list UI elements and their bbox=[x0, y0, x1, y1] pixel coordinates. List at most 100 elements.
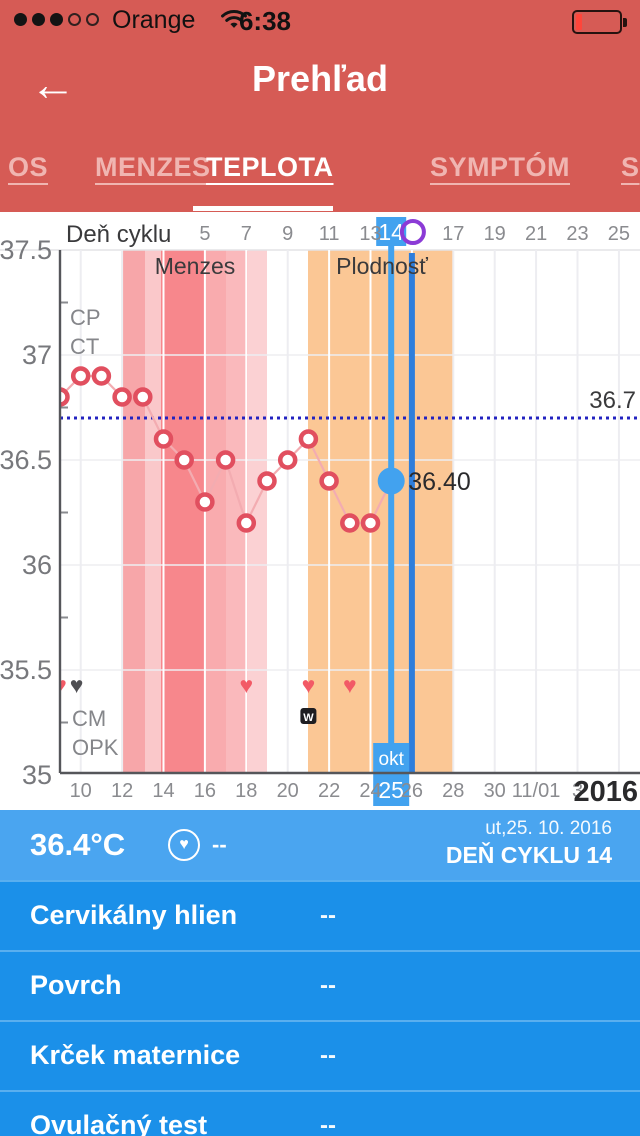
signal-dot bbox=[32, 13, 45, 26]
summary-cycle-day: DEŇ CYKLU 14 bbox=[445, 842, 612, 868]
temp-point[interactable] bbox=[319, 471, 339, 491]
intimacy-heart-icon: ♥ bbox=[239, 672, 253, 698]
today-line bbox=[408, 253, 415, 773]
signal-dot bbox=[14, 13, 27, 26]
svg-text:W: W bbox=[303, 712, 314, 724]
cycle-day-label: 19 bbox=[484, 223, 506, 245]
temp-point[interactable] bbox=[360, 513, 381, 533]
cycle-day-label: 17 bbox=[442, 223, 464, 245]
detail-row[interactable]: Cervikálny hlien -- bbox=[0, 880, 640, 950]
temp-point[interactable] bbox=[133, 387, 153, 407]
y-tick-label: 36.5 bbox=[0, 445, 52, 475]
x-axis-title: Deň cyklu bbox=[66, 221, 171, 248]
year-label: 2016 bbox=[573, 776, 638, 808]
temp-point[interactable] bbox=[195, 492, 215, 512]
summary-date: ut,25. 10. 2016 bbox=[485, 818, 612, 839]
tab-symptóm[interactable]: SYMPTÓM bbox=[430, 152, 571, 182]
tab-teplota[interactable]: TEPLOTA bbox=[206, 152, 334, 182]
selected-cycle-day-label: 14 bbox=[378, 219, 404, 245]
temp-point[interactable] bbox=[215, 450, 236, 470]
detail-row-value: -- bbox=[320, 1042, 336, 1069]
menses-band-segment bbox=[226, 250, 248, 773]
intimacy-heart-icon: ♥ bbox=[343, 672, 357, 698]
tab-os[interactable]: OS bbox=[8, 152, 49, 182]
date-label: 30 bbox=[484, 780, 506, 802]
temp-point[interactable] bbox=[91, 366, 112, 386]
coverline-value-label: 36.7 bbox=[589, 387, 636, 414]
date-label: 22 bbox=[318, 780, 340, 802]
menses-band-segment bbox=[248, 250, 267, 773]
row-label-cp: CP bbox=[70, 305, 101, 330]
temp-point[interactable] bbox=[112, 387, 132, 407]
menses-band-label: Menzes bbox=[155, 253, 236, 279]
date-label: 10 bbox=[70, 780, 92, 802]
temp-point[interactable] bbox=[298, 429, 319, 449]
intimacy-heart-icon: ♥ bbox=[302, 672, 316, 698]
heart-value: -- bbox=[212, 832, 227, 857]
intimacy-heart-icon: ♥ bbox=[53, 672, 67, 698]
cycle-day-label: 13 bbox=[359, 223, 381, 245]
y-tick-label: 35.5 bbox=[0, 655, 52, 685]
detail-row[interactable]: Povrch -- bbox=[0, 950, 640, 1020]
cycle-day-label: 5 bbox=[199, 223, 210, 245]
temp-point[interactable] bbox=[277, 450, 298, 470]
date-label: 26 bbox=[401, 780, 423, 802]
tab-s[interactable]: S bbox=[621, 152, 640, 182]
wifi-icon bbox=[220, 8, 248, 35]
detail-row-value: -- bbox=[320, 902, 336, 929]
y-tick-label: 36 bbox=[22, 550, 52, 580]
cycle-day-label: 23 bbox=[566, 223, 588, 245]
detail-row-label: Cervikálny hlien bbox=[30, 900, 238, 930]
y-tick-label: 37 bbox=[22, 340, 52, 370]
y-tick-label: 37.5 bbox=[0, 235, 52, 265]
carrier-label: Orange bbox=[112, 6, 196, 34]
back-arrow-icon[interactable]: ← bbox=[30, 58, 76, 110]
selected-temp-value: 36.40 bbox=[408, 468, 471, 496]
selected-temp-point[interactable] bbox=[377, 467, 405, 495]
detail-row[interactable]: Ovulačný test -- bbox=[0, 1090, 640, 1136]
battery-fill bbox=[576, 14, 583, 30]
signal-strength-icon bbox=[14, 13, 99, 26]
detail-rows: Cervikálny hlien -- Povrch -- Krček maternic… bbox=[0, 880, 640, 1136]
row-label-ct: CT bbox=[70, 334, 99, 359]
detail-row-label: Povrch bbox=[30, 970, 122, 1000]
date-label: 3 bbox=[572, 780, 583, 802]
cycle-day-label: 11 bbox=[319, 223, 340, 245]
selected-date-label: 25 bbox=[378, 777, 404, 803]
active-tab-indicator bbox=[193, 206, 333, 211]
menses-band-segment bbox=[205, 250, 226, 773]
signal-dot bbox=[86, 13, 99, 26]
menses-band-segment bbox=[161, 250, 205, 773]
w-badge bbox=[300, 708, 317, 724]
day-summary-bar: 36.4°C ♥ -- ut,25. 10. 2016 DEŇ CYKLU 14 bbox=[0, 810, 640, 880]
detail-row-label: Krček maternice bbox=[30, 1040, 241, 1070]
cycle-day-label: 7 bbox=[241, 223, 252, 245]
ovulation-ring-icon bbox=[399, 219, 426, 245]
header-background: Orange 6:38 ← Prehľad OS MENZES TEPLOTA SYM… bbox=[0, 0, 640, 212]
fertility-band bbox=[308, 250, 453, 773]
temp-point[interactable] bbox=[340, 513, 360, 533]
menses-band-segment bbox=[145, 250, 161, 773]
date-label: 12 bbox=[111, 780, 133, 802]
selected-day-line[interactable] bbox=[388, 246, 395, 802]
cycle-day-label: 25 bbox=[608, 223, 630, 245]
detail-row-value: -- bbox=[320, 972, 336, 999]
temperature-chart[interactable]: 36.7♥♥♥♥W♥1436.40okt2537.53736.53635.535… bbox=[0, 212, 640, 810]
page-title: Prehľad bbox=[252, 58, 388, 99]
detail-row-value: -- bbox=[320, 1112, 336, 1136]
date-label: 11/01 bbox=[512, 780, 561, 802]
tab-menzes[interactable]: MENZES bbox=[95, 152, 211, 182]
detail-row[interactable]: Krček maternice -- bbox=[0, 1020, 640, 1090]
signal-dot bbox=[50, 13, 63, 26]
temp-point[interactable] bbox=[257, 471, 277, 491]
temp-point[interactable] bbox=[174, 450, 194, 470]
tab-bar: OS MENZES TEPLOTA SYMPTÓM S bbox=[0, 130, 640, 212]
row-label-cm: CM bbox=[72, 706, 106, 731]
temp-point[interactable] bbox=[70, 366, 91, 386]
temp-point[interactable] bbox=[153, 429, 174, 449]
date-label: 16 bbox=[194, 780, 216, 802]
selected-month-label: okt bbox=[379, 749, 405, 770]
date-label: 18 bbox=[235, 780, 257, 802]
cycle-day-label: 9 bbox=[282, 223, 293, 245]
temp-point[interactable] bbox=[236, 513, 257, 533]
